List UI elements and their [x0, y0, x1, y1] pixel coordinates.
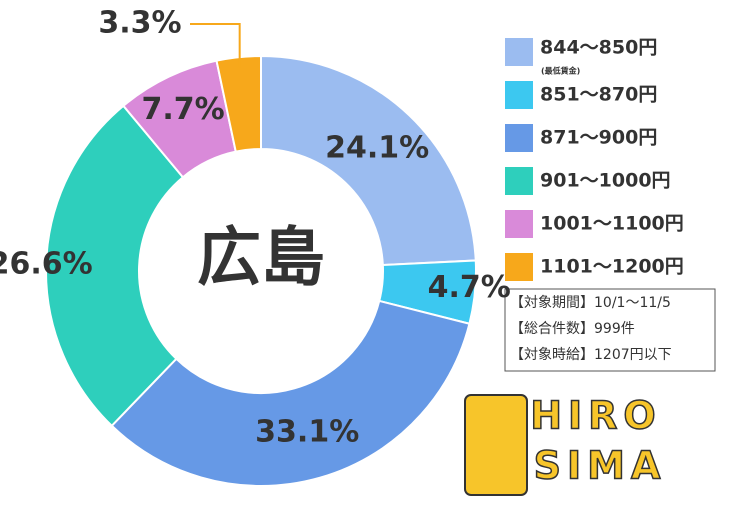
info-box: [504, 288, 716, 372]
legend-swatch: [505, 81, 533, 109]
value-label: 24.1%: [325, 130, 429, 165]
legend-note: (最低賃金): [541, 66, 580, 76]
value-label: 7.7%: [142, 92, 225, 127]
legend-label: 851〜870円: [540, 84, 657, 106]
info-line: 【対象期間】10/1〜11/5: [510, 295, 671, 311]
legend-swatch: [505, 253, 533, 281]
value-label: 3.3%: [98, 6, 181, 41]
legend-label: 1101〜1200円: [540, 256, 684, 278]
legend-swatch: [505, 38, 533, 66]
info-line: 【対象時給】1207円以下: [510, 347, 672, 363]
legend-label: 1001〜1100円: [540, 213, 684, 235]
legend-label: 844〜850円: [540, 37, 657, 59]
center-label: 広島: [197, 222, 325, 296]
donut-segment: [110, 299, 471, 487]
donut-segment: [260, 54, 477, 267]
logo: HIRO SIMA: [464, 393, 667, 496]
donut-segment: [215, 54, 262, 153]
leader-line: [190, 23, 241, 68]
logo-text: HIRO: [530, 394, 662, 438]
logo-text: SIMA: [534, 444, 667, 488]
value-label: 33.1%: [255, 415, 359, 450]
legend-swatch: [505, 124, 533, 152]
legend-label: 871〜900円: [540, 127, 657, 149]
info-line: 【総合件数】999件: [510, 321, 635, 337]
value-label: 26.6%: [0, 246, 93, 281]
legend-swatch: [505, 210, 533, 238]
legend-swatch: [505, 167, 533, 195]
logo-block: [464, 394, 528, 496]
donut-segment: [45, 104, 185, 428]
value-label: 4.7%: [428, 270, 511, 305]
legend-label: 901〜1000円: [540, 170, 671, 192]
